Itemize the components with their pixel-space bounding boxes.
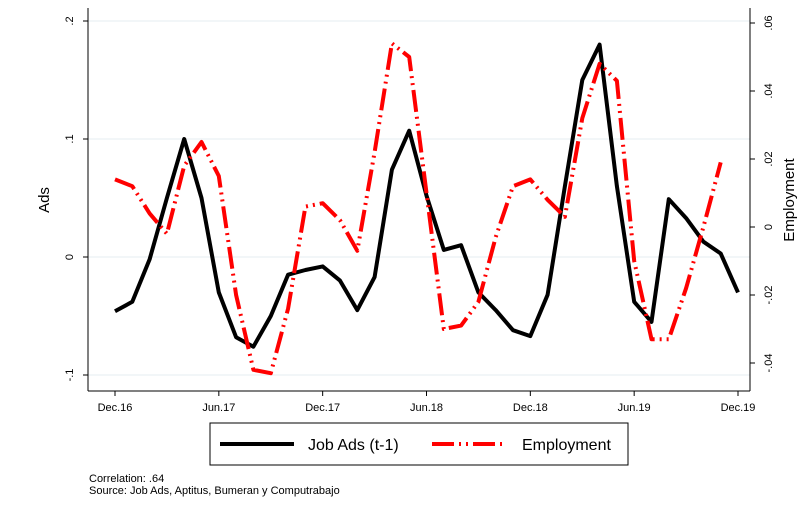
series-line-job-ads <box>114 42 740 349</box>
legend-label-employment: Employment <box>522 437 611 454</box>
source-note: Source: Job Ads, Aptitus, Bumeran y Comp… <box>89 485 340 497</box>
y-tick-label: 0 <box>64 254 76 260</box>
plot-area <box>88 8 750 391</box>
y-tick-label: .1 <box>64 134 76 143</box>
x-tick-label: Dec.16 <box>98 402 133 414</box>
y2-tick-label: .06 <box>763 15 775 30</box>
series-line-employment <box>114 41 723 376</box>
x-tick-label: Dec.17 <box>305 402 340 414</box>
correlation-note: Correlation: .64 <box>89 473 165 485</box>
y-tick-label: .2 <box>64 16 76 25</box>
tick-labels: -.1 0 .1 .2 -.04 -.02 0 .02 .04 .06 Dec.16 Jun.17 De… <box>64 15 775 414</box>
y2-tick-label: .04 <box>763 83 775 98</box>
y-tick-label: -.1 <box>64 369 76 382</box>
x-tick-label: Jun.18 <box>410 402 443 414</box>
x-tick-label: Jun.17 <box>202 402 235 414</box>
legend: Job Ads (t-1) Employment <box>209 422 629 466</box>
axes <box>87 8 751 392</box>
x-tick-label: Dec.19 <box>721 402 756 414</box>
x-tick-label: Dec.18 <box>513 402 548 414</box>
legend-label-job-ads: Job Ads (t-1) <box>308 437 399 454</box>
y-axis-title: Ads <box>36 187 53 213</box>
x-tick-label: Jun.19 <box>618 402 651 414</box>
y2-tick-label: -.04 <box>763 354 775 373</box>
y2-tick-label: .02 <box>763 151 775 166</box>
y2-tick-label: 0 <box>763 224 775 230</box>
series <box>114 41 740 376</box>
y2-axis-title: Employment <box>781 157 798 241</box>
y2-tick-label: -.02 <box>763 286 775 305</box>
